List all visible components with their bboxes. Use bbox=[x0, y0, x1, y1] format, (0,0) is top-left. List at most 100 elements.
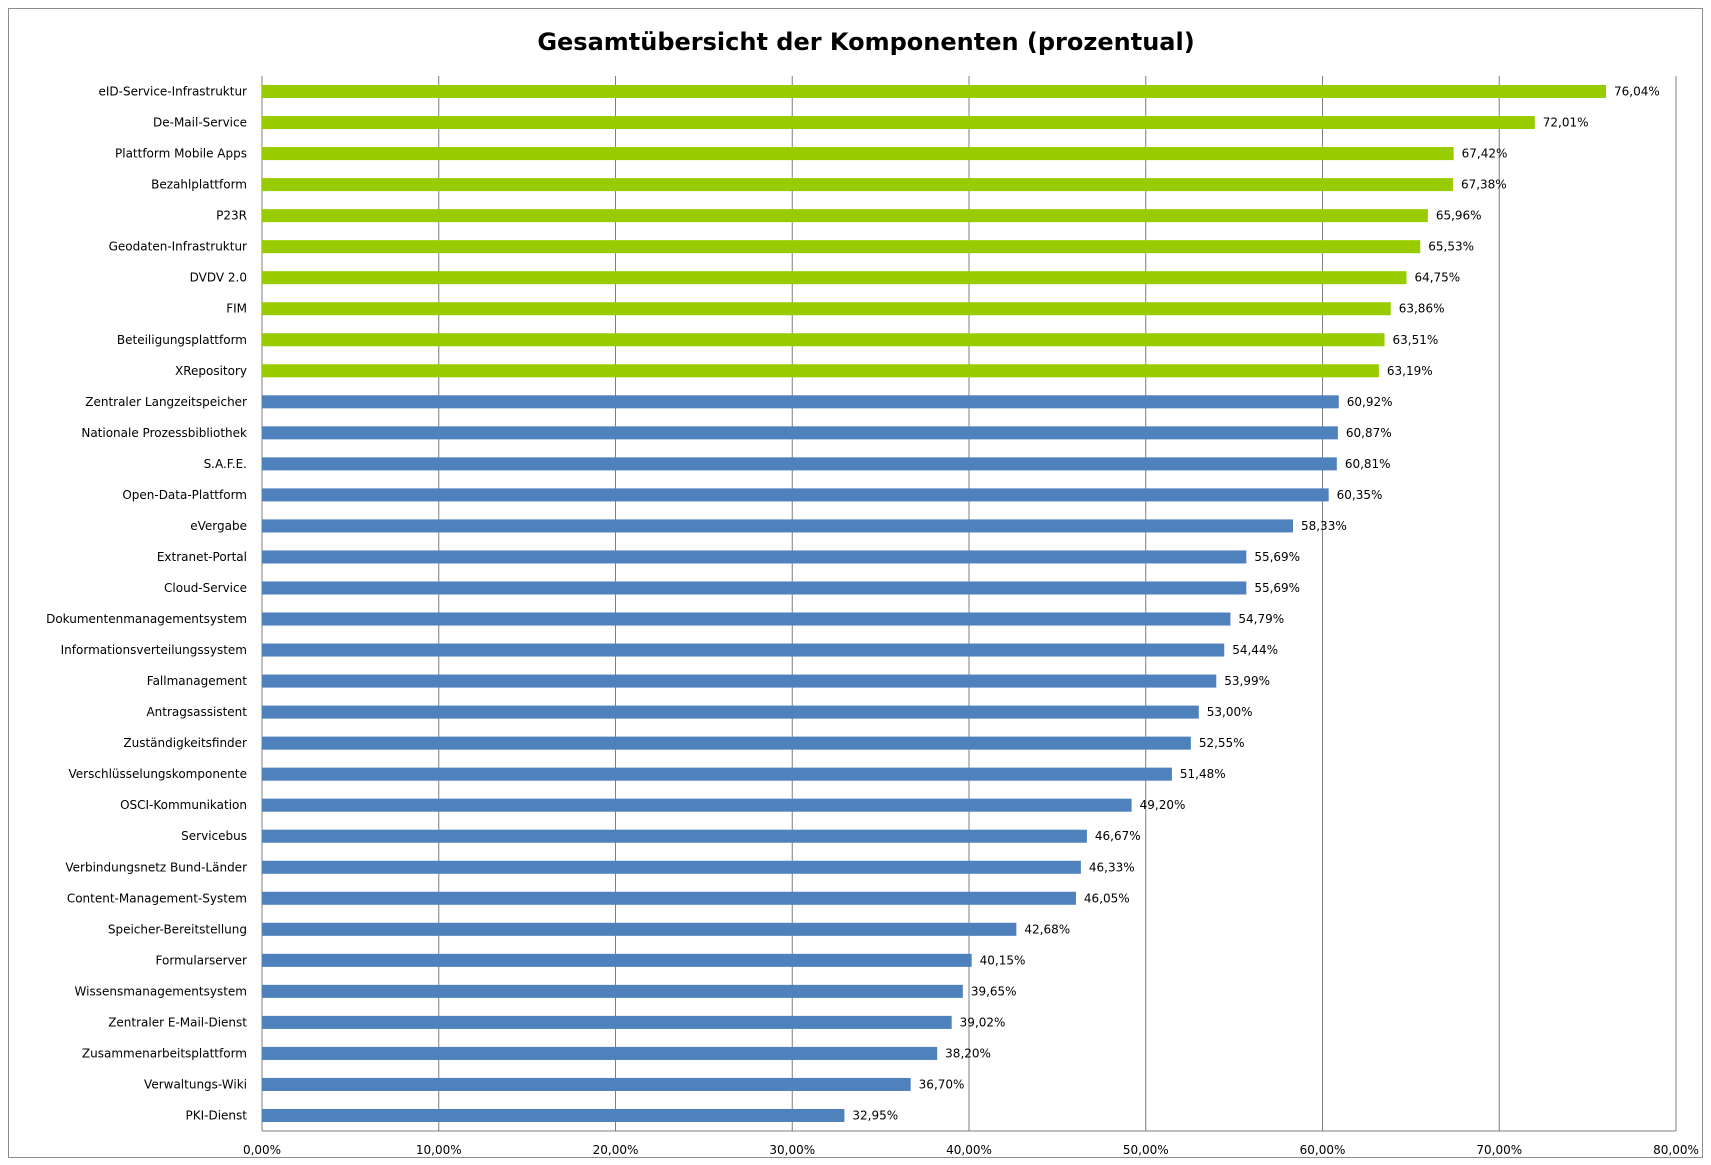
data-label: 60,81% bbox=[1345, 457, 1391, 471]
data-label: 51,48% bbox=[1180, 767, 1226, 781]
x-tick-label: 60,00% bbox=[1300, 1143, 1346, 1157]
category-label: Informationsverteilungssystem bbox=[61, 643, 247, 657]
bar bbox=[262, 705, 1199, 719]
bar bbox=[262, 84, 1607, 99]
data-label: 67,38% bbox=[1461, 178, 1507, 192]
bar bbox=[262, 829, 1087, 843]
bar bbox=[262, 736, 1191, 750]
bar bbox=[262, 302, 1391, 316]
category-label: S.A.F.E. bbox=[204, 457, 247, 471]
bar bbox=[262, 519, 1293, 533]
category-label: Nationale Prozessbibliothek bbox=[81, 426, 247, 440]
bar bbox=[262, 767, 1172, 781]
category-label: Verschlüsselungskomponente bbox=[69, 767, 247, 781]
bar bbox=[262, 426, 1338, 440]
bar bbox=[262, 457, 1337, 471]
bar bbox=[262, 1108, 845, 1123]
data-label: 54,44% bbox=[1232, 643, 1278, 657]
data-label: 72,01% bbox=[1543, 116, 1589, 130]
category-label: Wissensmanagementsystem bbox=[75, 984, 247, 998]
category-label: Zentraler Langzeitspeicher bbox=[85, 395, 247, 409]
data-label: 53,00% bbox=[1207, 705, 1253, 719]
bar bbox=[262, 1015, 952, 1029]
bar bbox=[262, 147, 1454, 161]
data-label: 60,92% bbox=[1347, 395, 1393, 409]
data-label: 55,69% bbox=[1254, 581, 1300, 595]
data-label: 36,70% bbox=[919, 1077, 965, 1091]
bar bbox=[262, 1046, 938, 1060]
category-label: Verbindungsnetz Bund-Länder bbox=[65, 860, 247, 874]
category-label: De-Mail-Service bbox=[153, 116, 247, 130]
x-tick-label: 40,00% bbox=[946, 1143, 992, 1157]
category-label: Speicher-Bereitstellung bbox=[108, 922, 247, 936]
category-label: Geodaten-Infrastruktur bbox=[109, 240, 247, 254]
data-label: 63,19% bbox=[1387, 364, 1433, 378]
category-label: Zuständigkeitsfinder bbox=[123, 736, 247, 750]
category-label: FIM bbox=[226, 302, 247, 316]
bar bbox=[262, 550, 1247, 564]
grid-lines bbox=[261, 76, 1677, 1132]
bar bbox=[262, 922, 1017, 936]
bar bbox=[262, 240, 1421, 254]
bar bbox=[262, 860, 1081, 874]
bar bbox=[262, 1077, 911, 1091]
data-label: 58,33% bbox=[1301, 519, 1347, 533]
data-label: 46,33% bbox=[1089, 860, 1135, 874]
category-label: Dokumentenmanagementsystem bbox=[46, 612, 247, 626]
data-label: 60,87% bbox=[1346, 426, 1392, 440]
bar bbox=[262, 984, 963, 998]
category-label: Formularserver bbox=[156, 953, 248, 967]
category-label: Fallmanagement bbox=[147, 674, 248, 688]
data-label: 38,20% bbox=[945, 1046, 991, 1060]
category-label: Open-Data-Plattform bbox=[122, 488, 247, 502]
data-label: 65,96% bbox=[1436, 209, 1482, 223]
data-label: 54,79% bbox=[1238, 612, 1284, 626]
data-label: 32,95% bbox=[852, 1108, 898, 1122]
x-tick-label: 10,00% bbox=[416, 1143, 462, 1157]
x-tick-label: 30,00% bbox=[769, 1143, 815, 1157]
category-label: Bezahlplattform bbox=[151, 178, 247, 192]
data-labels: 76,04% 72,01% 67,42% 67,38% 65,96% 65,53% 64,7… bbox=[852, 85, 1659, 1123]
category-label: Zentraler E-Mail-Dienst bbox=[108, 1015, 247, 1029]
data-label: 60,35% bbox=[1337, 488, 1383, 502]
category-label: Content-Management-System bbox=[67, 891, 247, 905]
bar bbox=[262, 271, 1407, 285]
data-label: 52,55% bbox=[1199, 736, 1245, 750]
bars bbox=[262, 84, 1607, 1123]
bar bbox=[262, 116, 1535, 130]
data-label: 40,15% bbox=[980, 953, 1026, 967]
data-label: 53,99% bbox=[1224, 674, 1270, 688]
bar bbox=[262, 395, 1339, 409]
data-label: 55,69% bbox=[1254, 550, 1300, 564]
bar bbox=[262, 488, 1329, 502]
bar bbox=[262, 643, 1225, 657]
bar bbox=[262, 891, 1076, 905]
category-label: DVDV 2.0 bbox=[190, 271, 247, 285]
data-label: 63,51% bbox=[1393, 333, 1439, 347]
data-label: 67,42% bbox=[1462, 147, 1508, 161]
bar bbox=[262, 581, 1247, 595]
x-axis-ticks: 0,00% 10,00% 20,00% 30,00% 40,00% 50,00% 60,00… bbox=[243, 1143, 1699, 1157]
data-label: 46,67% bbox=[1095, 829, 1141, 843]
data-label: 76,04% bbox=[1614, 85, 1660, 99]
x-tick-label: 80,00% bbox=[1653, 1143, 1699, 1157]
x-tick-label: 20,00% bbox=[593, 1143, 639, 1157]
category-labels: eID-Service-Infrastruktur De-Mail-Service… bbox=[46, 85, 247, 1123]
bar bbox=[262, 674, 1217, 688]
category-label: Servicebus bbox=[181, 829, 247, 843]
category-label: eID-Service-Infrastruktur bbox=[98, 85, 247, 99]
category-label: Verwaltungs-Wiki bbox=[144, 1077, 247, 1091]
x-tick-label: 0,00% bbox=[243, 1143, 281, 1157]
chart-title: Gesamtübersicht der Komponenten (prozent… bbox=[537, 28, 1194, 56]
bar bbox=[262, 209, 1428, 223]
category-label: Plattform Mobile Apps bbox=[115, 147, 247, 161]
bar bbox=[262, 612, 1231, 626]
data-label: 39,02% bbox=[960, 1015, 1006, 1029]
x-tick-label: 70,00% bbox=[1476, 1143, 1522, 1157]
x-tick-label: 50,00% bbox=[1123, 1143, 1169, 1157]
category-label: PKI-Dienst bbox=[186, 1108, 248, 1122]
data-label: 42,68% bbox=[1024, 922, 1070, 936]
data-label: 39,65% bbox=[971, 984, 1017, 998]
data-label: 65,53% bbox=[1428, 240, 1474, 254]
